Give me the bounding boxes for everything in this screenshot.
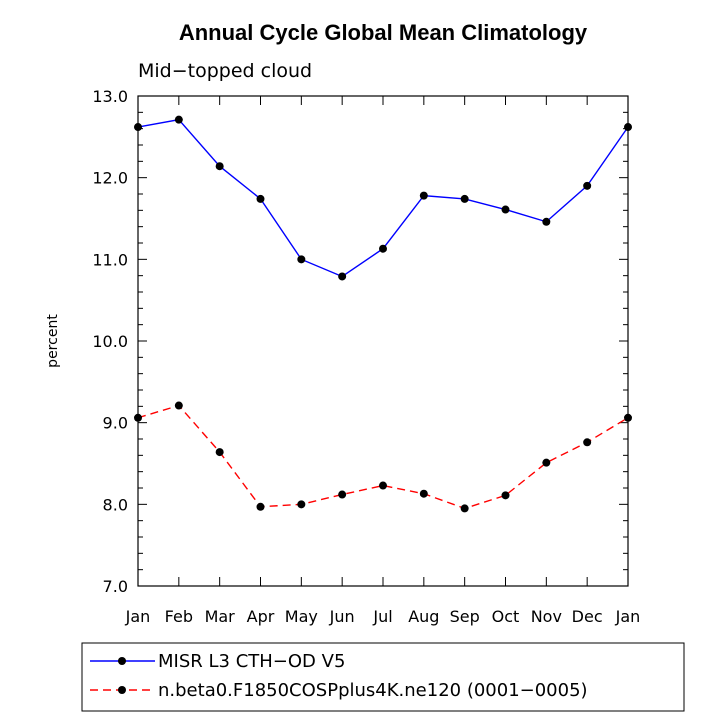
data-point: [379, 244, 387, 253]
data-point: [460, 504, 469, 513]
plot-frame: [137, 95, 629, 587]
legend-marker: [118, 657, 126, 665]
x-tick-label: Feb: [165, 607, 193, 626]
data-point: [256, 502, 265, 511]
data-point: [215, 162, 224, 171]
data-point: [501, 205, 510, 214]
data-point: [174, 115, 183, 124]
y-tick-label: 12.0: [92, 169, 128, 188]
series-layer: [134, 115, 632, 513]
x-tick-label: Jan: [615, 607, 641, 626]
x-tick-label: Aug: [408, 607, 439, 626]
data-point: [174, 401, 183, 410]
data-point: [338, 490, 347, 499]
y-axis-label: percent: [45, 314, 61, 368]
data-point: [583, 438, 592, 447]
data-point: [379, 481, 387, 490]
x-tick-label: Mar: [205, 607, 236, 626]
y-tick-label: 8.0: [103, 495, 128, 514]
data-point: [501, 491, 510, 500]
ticks-layer: 7.0 8.0 9.0 10.0 11.0 12.0 13.0 Jan Feb Mar Apr May…: [92, 87, 640, 626]
data-point: [297, 500, 306, 509]
x-tick-label: Sep: [450, 607, 480, 626]
data-point: [583, 181, 592, 190]
y-tick-label: 10.0: [92, 332, 128, 351]
series-line: [137, 404, 629, 510]
x-tick-label: Oct: [492, 607, 520, 626]
legend-entries: MISR L3 CTH−OD V5 n.beta0.F1850COSPplus4K…: [90, 651, 588, 701]
data-point: [419, 191, 428, 200]
data-point: [256, 194, 265, 203]
x-tick-label: Jul: [372, 607, 392, 626]
data-point: [215, 448, 224, 457]
chart-title: Annual Cycle Global Mean Climatology: [179, 20, 588, 45]
data-point: [297, 255, 306, 264]
chart-subtitle: Mid−topped cloud: [138, 60, 312, 82]
y-tick-label: 13.0: [92, 87, 128, 106]
y-tick-label: 11.0: [92, 250, 128, 269]
series-1: [134, 115, 632, 281]
data-point: [542, 458, 551, 467]
x-tick-label: Nov: [531, 607, 562, 626]
series-2: [134, 401, 632, 513]
legend-label: n.beta0.F1850COSPplus4K.ne120 (0001−0005…: [158, 680, 588, 701]
data-point: [542, 217, 551, 226]
x-tick-label: May: [285, 607, 318, 626]
data-point: [419, 489, 428, 498]
y-tick-label: 7.0: [103, 577, 128, 596]
legend-label: MISR L3 CTH−OD V5: [158, 651, 345, 672]
legend-box: [81, 642, 685, 712]
data-point: [460, 194, 469, 203]
legend-marker: [118, 686, 126, 694]
x-tick-label: Jan: [125, 607, 151, 626]
x-tick-label: Dec: [572, 607, 603, 626]
x-tick-label: Jun: [329, 607, 355, 626]
y-tick-label: 9.0: [103, 414, 128, 433]
data-point: [338, 272, 347, 281]
x-tick-label: Apr: [247, 607, 275, 626]
series-line: [137, 118, 629, 278]
legend: MISR L3 CTH−OD V5 n.beta0.F1850COSPplus4K…: [81, 642, 685, 712]
